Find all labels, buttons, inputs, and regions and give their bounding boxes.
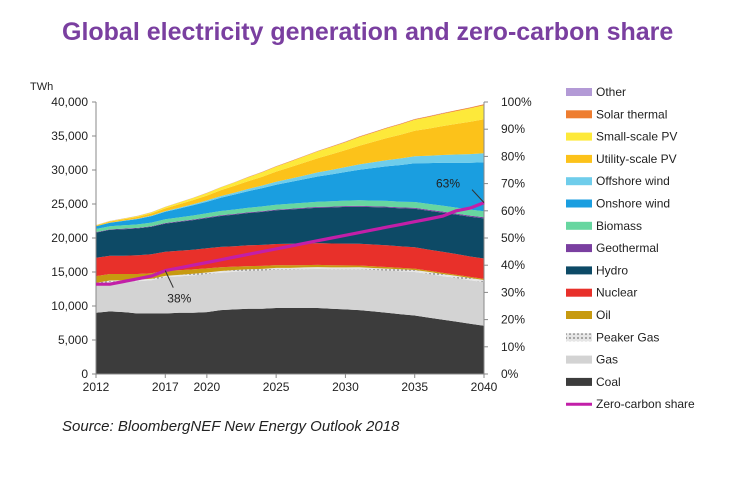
annotation-leader xyxy=(471,189,485,203)
y-tick-label: 30,000 xyxy=(51,163,88,177)
legend-label-geothermal: Geothermal xyxy=(596,241,659,255)
y2-tick-label: 20% xyxy=(501,313,525,327)
y2-tick-label: 50% xyxy=(501,231,525,245)
x-tick-label: 2020 xyxy=(194,380,221,394)
legend-label-solar-thermal: Solar thermal xyxy=(596,107,667,121)
legend-label-biomass: Biomass xyxy=(596,219,642,233)
legend-swatch-coal xyxy=(566,377,592,386)
legend-label-offshore-wind: Offshore wind xyxy=(596,174,670,188)
area-nuclear xyxy=(96,243,484,279)
y2-tick-label: 70% xyxy=(501,177,525,191)
area-hydro xyxy=(96,206,484,259)
legend-label-other: Other xyxy=(596,85,626,99)
y-tick-label: 25,000 xyxy=(51,197,88,211)
x-axis: 2012 2017 2020 2025 2030 2035 2040 xyxy=(83,373,498,394)
legend-label-zero-carbon-share: Zero-carbon share xyxy=(596,397,695,411)
annotations: 38% 63% xyxy=(164,177,485,306)
legend-swatch-other xyxy=(566,88,592,96)
annotation-leader xyxy=(164,270,174,288)
y2-tick-label: 30% xyxy=(501,285,525,299)
legend-swatch-offshore-wind xyxy=(566,177,592,186)
area-small-scale-pv xyxy=(96,105,484,226)
chart-title: Global electricity generation and zero-c… xyxy=(62,18,674,46)
legend-label-oil: Oil xyxy=(596,308,611,322)
legend-swatch-onshore-wind xyxy=(566,199,592,208)
legend-swatch-gas xyxy=(566,355,592,364)
x-tick-label: 2025 xyxy=(263,380,290,394)
legend-label-peaker-gas: Peaker Gas xyxy=(596,330,659,344)
x-tick-label: 2035 xyxy=(401,380,428,394)
y2-tick-label: 40% xyxy=(501,258,525,272)
y-axis-unit: TWh xyxy=(30,81,53,93)
legend-label-nuclear: Nuclear xyxy=(596,286,637,300)
legend-swatch-small-scale-pv xyxy=(566,132,592,141)
legend-swatch-utility-scale-pv xyxy=(566,154,592,163)
legend-label-coal: Coal xyxy=(596,375,621,389)
y-tick-label: 5,000 xyxy=(58,333,88,347)
x-tick-label: 2012 xyxy=(83,380,110,394)
y-tick-label: 0 xyxy=(81,367,88,381)
legend-label-utility-scale-pv: Utility-scale PV xyxy=(596,152,677,166)
y2-tick-label: 60% xyxy=(501,204,525,218)
legend-label-gas: Gas xyxy=(596,353,618,367)
y-axis-right: 0% 10% 20% 30% 40% 50% 60% 70% 80% 90% 100% xyxy=(483,95,532,381)
y-tick-label: 10,000 xyxy=(51,299,88,313)
legend-swatch-peaker-gas xyxy=(566,333,592,342)
y-tick-label: 40,000 xyxy=(51,95,88,109)
area-onshore-wind xyxy=(96,162,484,229)
x-tick-label: 2040 xyxy=(471,380,498,394)
y-tick-label: 15,000 xyxy=(51,265,88,279)
y-axis-left: 0 5,000 10,000 15,000 20,000 25,000 30,000 35,0… xyxy=(30,81,97,381)
area-layers xyxy=(96,104,484,374)
area-utility-scale-pv xyxy=(96,119,484,227)
y2-tick-label: 0% xyxy=(501,367,519,381)
area-offshore-wind xyxy=(96,153,484,227)
legend-label-onshore-wind: Onshore wind xyxy=(596,197,670,211)
legend: Other Solar thermal Small-scale PV Utility-… xyxy=(566,85,695,411)
y-tick-label: 20,000 xyxy=(51,231,88,245)
y-tick-label: 35,000 xyxy=(51,129,88,143)
x-tick-label: 2030 xyxy=(332,380,359,394)
y2-tick-label: 100% xyxy=(501,95,532,109)
legend-swatch-hydro xyxy=(566,266,592,275)
annotation-label: 38% xyxy=(167,292,191,306)
area-biomass xyxy=(96,200,484,233)
source-note: Source: BloombergNEF New Energy Outlook … xyxy=(62,418,400,435)
legend-label-hydro: Hydro xyxy=(596,263,628,277)
y2-tick-label: 10% xyxy=(501,340,525,354)
legend-swatch-nuclear xyxy=(566,288,592,297)
zero-carbon-share-line xyxy=(95,201,485,286)
legend-swatch-biomass xyxy=(566,221,592,230)
y2-tick-label: 90% xyxy=(501,122,525,136)
area-peaker-gas xyxy=(96,267,484,285)
area-coal xyxy=(96,308,484,374)
annotation-label: 63% xyxy=(436,177,460,191)
legend-label-small-scale-pv: Small-scale PV xyxy=(596,130,677,144)
x-tick-label: 2017 xyxy=(152,380,179,394)
legend-swatch-oil xyxy=(566,311,592,319)
area-gas xyxy=(96,268,484,326)
legend-swatch-solar-thermal xyxy=(566,110,592,119)
legend-swatch-geothermal xyxy=(566,244,592,253)
y2-tick-label: 80% xyxy=(501,149,525,163)
